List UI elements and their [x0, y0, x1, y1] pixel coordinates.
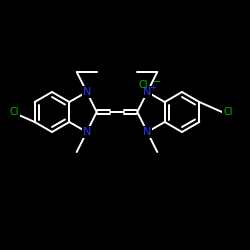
Text: Cl: Cl [138, 80, 148, 90]
Text: N: N [82, 87, 91, 97]
Text: −: − [153, 77, 161, 87]
Text: Cl: Cl [9, 107, 19, 117]
Text: N: N [143, 127, 152, 137]
Text: N: N [82, 127, 91, 137]
Text: +: + [149, 82, 156, 92]
Text: Cl: Cl [223, 107, 233, 117]
Text: N: N [143, 87, 152, 97]
